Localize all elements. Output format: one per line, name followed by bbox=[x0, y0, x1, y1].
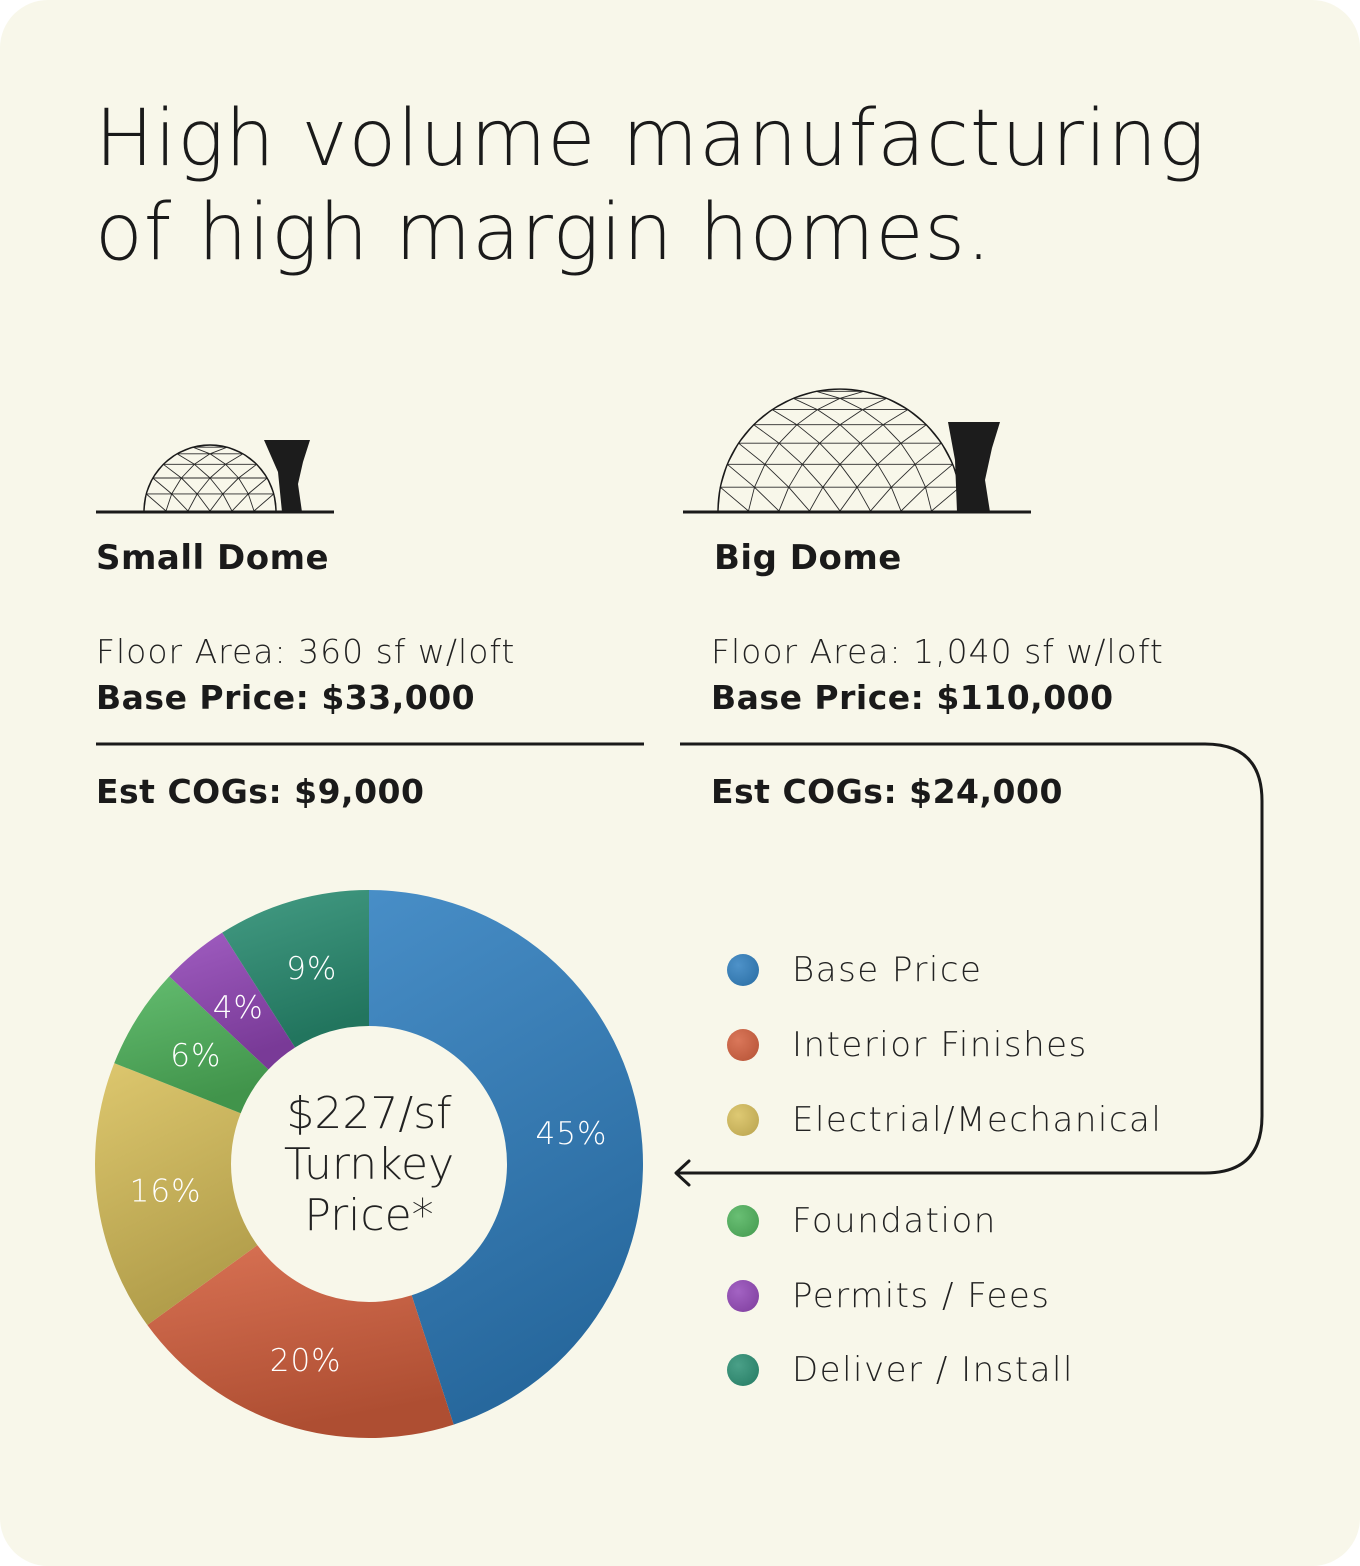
big-dome-est-cogs: Est COGs: $24,000 bbox=[711, 772, 1063, 811]
legend-label: Electrial/Mechanical bbox=[792, 1100, 1163, 1140]
legend-label: Deliver / Install bbox=[792, 1350, 1074, 1390]
big-dome-name: Big Dome bbox=[714, 538, 902, 578]
legend-label: Base Price bbox=[792, 950, 983, 990]
center-label-line-1: $227/sf bbox=[286, 1088, 452, 1139]
legend-color-dot bbox=[727, 954, 759, 986]
donut-slice-permits-fees bbox=[169, 932, 296, 1070]
slice-label: 9% bbox=[286, 951, 337, 987]
center-label-line-2: Turnkey bbox=[283, 1139, 455, 1190]
page-title: High volume manufacturing of high margin… bbox=[95, 92, 1206, 280]
title-line-2: of high margin homes. bbox=[95, 188, 992, 278]
slice-label: 45% bbox=[536, 1116, 608, 1152]
donut-slice-electrial-mechanical bbox=[95, 1063, 258, 1326]
big-dome-floor-area: Floor Area: 1,040 sf w/loft bbox=[711, 632, 1164, 671]
legend-color-dot bbox=[727, 1354, 759, 1386]
donut-slice-foundation bbox=[114, 976, 269, 1114]
small-dome-name: Small Dome bbox=[96, 538, 330, 578]
slice-label: 6% bbox=[170, 1038, 221, 1074]
small-geodesic-dome-icon bbox=[96, 440, 334, 514]
legend-label: Permits / Fees bbox=[792, 1276, 1051, 1316]
legend-label: Interior Finishes bbox=[792, 1025, 1088, 1065]
small-dome-floor-area: Floor Area: 360 sf w/loft bbox=[96, 632, 516, 671]
donut-center-label: $227/sf Turnkey Price* bbox=[258, 1088, 480, 1241]
legend-color-dot bbox=[727, 1029, 759, 1061]
connector-arrow-line bbox=[678, 742, 1264, 1175]
donut-slice-deliver-install bbox=[222, 890, 369, 1048]
slice-label: 20% bbox=[270, 1343, 342, 1379]
legend-color-dot bbox=[727, 1280, 759, 1312]
center-label-line-3: Price* bbox=[304, 1190, 434, 1241]
small-dome-est-cogs: Est COGs: $9,000 bbox=[96, 772, 425, 811]
slice-label: 4% bbox=[213, 990, 264, 1026]
title-line-1: High volume manufacturing bbox=[95, 94, 1206, 184]
donut-slice-base-price bbox=[369, 890, 643, 1425]
legend-color-dot bbox=[727, 1104, 759, 1136]
small-dome-base-price: Base Price: $33,000 bbox=[96, 678, 476, 717]
slice-label: 16% bbox=[130, 1174, 202, 1210]
big-dome-base-price: Base Price: $110,000 bbox=[711, 678, 1114, 717]
legend-color-dot bbox=[727, 1205, 759, 1237]
donut-slice-interior-finishes bbox=[147, 1245, 454, 1438]
arrow-head-icon bbox=[674, 1159, 691, 1187]
legend-label: Foundation bbox=[792, 1201, 997, 1241]
big-geodesic-dome-icon bbox=[683, 388, 1031, 514]
